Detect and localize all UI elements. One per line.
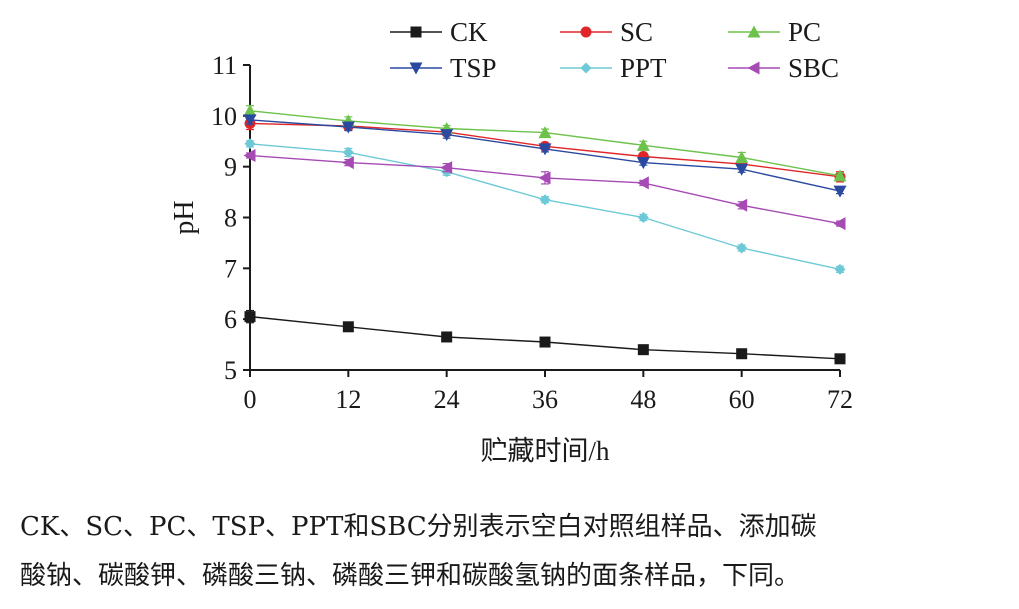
- data-point: [636, 176, 649, 190]
- x-tick-label: 24: [434, 385, 460, 414]
- figure-caption: CK、SC、PC、TSP、PPT和SBC分别表示空白对照组样品、添加碳 酸钠、碳…: [20, 503, 1010, 601]
- legend-item-tsp: TSP: [390, 53, 497, 83]
- data-point: [538, 126, 552, 139]
- data-point: [440, 129, 454, 142]
- x-tick-label: 60: [729, 385, 755, 414]
- legend-label: SBC: [788, 53, 839, 83]
- x-tick-label: 72: [827, 385, 853, 414]
- legend-item-sbc: SBC: [728, 53, 839, 83]
- data-point: [244, 311, 256, 323]
- data-point: [735, 198, 748, 212]
- data-point: [834, 263, 846, 275]
- y-tick-label: 8: [224, 204, 237, 233]
- legend-marker: [747, 25, 761, 38]
- chart-series: [243, 104, 847, 365]
- series-ppt: [244, 138, 846, 275]
- caption-line-2: 酸钠、碳酸钾、磷酸三钠、磷酸三钾和碳酸氢钠的面条样品，下同。: [20, 561, 801, 591]
- legend-item-pc: PC: [728, 17, 821, 47]
- y-tick-label: 11: [212, 51, 237, 80]
- legend-item-sc: SC: [560, 17, 653, 47]
- x-axis-title: 贮藏时间/h: [480, 436, 610, 466]
- data-point: [736, 242, 748, 254]
- data-point: [440, 161, 453, 175]
- ph-line-chart: CK SC PC TSP PPT SBC 5 6 7 8 9 10 11 0 12 24 36 48 60 72 贮藏…: [169, 17, 853, 466]
- y-tick-label: 6: [224, 305, 237, 334]
- legend-marker: [580, 62, 592, 74]
- legend-item-ck: CK: [390, 17, 488, 47]
- legend-marker: [580, 26, 592, 38]
- data-point: [341, 121, 355, 134]
- data-point: [833, 217, 846, 231]
- data-point: [243, 148, 256, 162]
- data-point: [834, 353, 846, 365]
- chart-axes: 5 6 7 8 9 10 11 0 12 24 36 48 60 72 贮藏时间/h pH: [169, 51, 853, 466]
- x-tick-label: 36: [532, 385, 558, 414]
- data-point: [244, 138, 256, 150]
- y-axis-title: pH: [169, 200, 200, 234]
- data-point: [341, 156, 354, 170]
- y-tick-label: 7: [224, 254, 237, 283]
- data-point: [736, 348, 748, 360]
- data-point: [243, 104, 257, 117]
- legend-label: CK: [450, 17, 488, 47]
- data-point: [637, 212, 649, 223]
- x-tick-label: 12: [335, 385, 361, 414]
- data-point: [636, 157, 650, 170]
- y-tick-label: 10: [211, 102, 237, 131]
- data-point: [539, 336, 551, 348]
- legend-marker: [410, 26, 422, 38]
- y-tick-label: 9: [224, 153, 237, 182]
- data-point: [735, 151, 749, 164]
- data-point: [539, 194, 551, 206]
- data-point: [441, 331, 453, 343]
- data-point: [636, 138, 650, 151]
- data-point: [637, 344, 649, 356]
- data-point: [342, 146, 354, 158]
- series-tsp: [243, 114, 847, 198]
- y-tick-label: 5: [224, 356, 237, 385]
- series-sbc: [243, 148, 846, 231]
- data-point: [833, 185, 847, 198]
- data-point: [833, 169, 847, 182]
- data-point: [243, 114, 257, 127]
- legend-item-ppt: PPT: [560, 53, 667, 83]
- legend-label: PC: [788, 17, 821, 47]
- data-point: [735, 163, 749, 176]
- caption-line-1: CK、SC、PC、TSP、PPT和SBC分别表示空白对照组样品、添加碳: [20, 512, 817, 542]
- data-point: [538, 171, 551, 185]
- legend-label: SC: [620, 17, 653, 47]
- x-tick-label: 0: [244, 385, 257, 414]
- series-ck: [244, 309, 846, 365]
- chart-legend: CK SC PC TSP PPT SBC: [390, 17, 839, 83]
- legend-marker: [747, 61, 760, 75]
- legend-marker: [409, 62, 423, 75]
- x-tick-label: 48: [630, 385, 656, 414]
- legend-label: TSP: [450, 53, 497, 83]
- data-point: [538, 143, 552, 156]
- data-point: [342, 321, 354, 333]
- legend-label: PPT: [620, 53, 667, 83]
